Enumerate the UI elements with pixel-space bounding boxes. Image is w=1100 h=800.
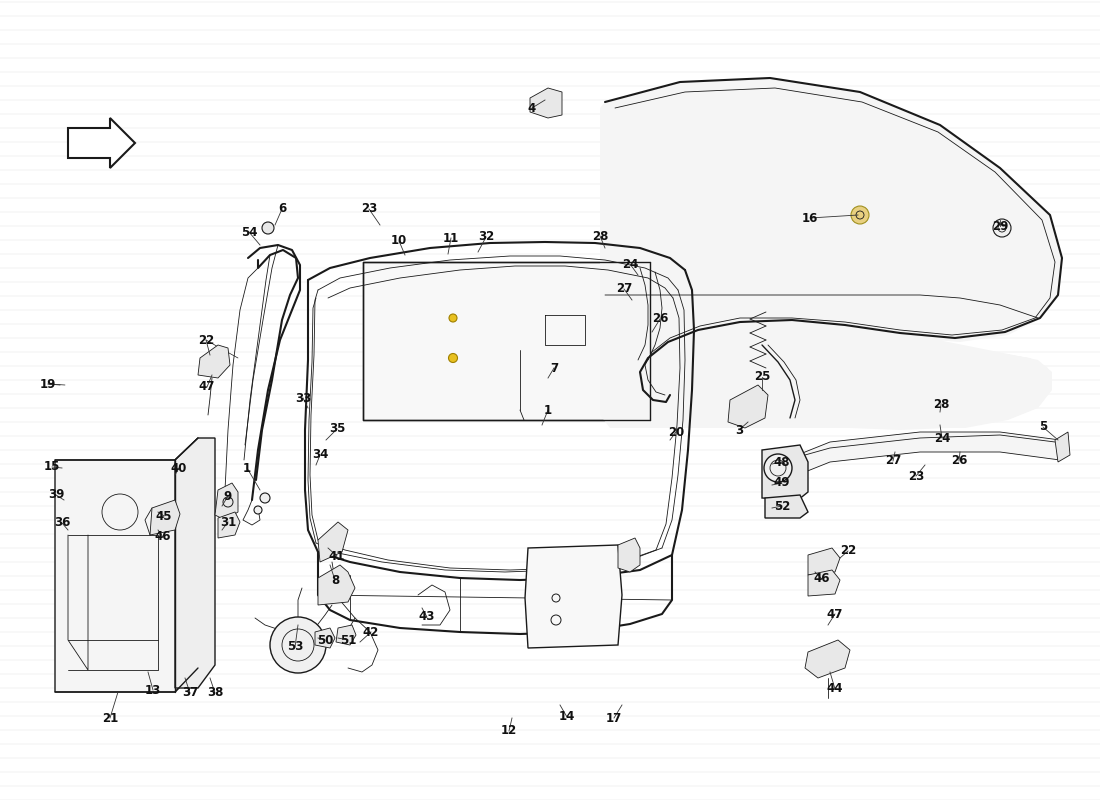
- Circle shape: [262, 222, 274, 234]
- Text: 45: 45: [156, 510, 173, 522]
- Text: 28: 28: [933, 398, 949, 410]
- Circle shape: [449, 314, 456, 322]
- Text: 1: 1: [543, 403, 552, 417]
- Text: 41: 41: [329, 550, 345, 562]
- Text: 26: 26: [652, 313, 668, 326]
- Text: 14: 14: [559, 710, 575, 723]
- Polygon shape: [1055, 432, 1070, 462]
- Polygon shape: [150, 500, 180, 535]
- Circle shape: [260, 493, 270, 503]
- Text: 38: 38: [207, 686, 223, 699]
- Circle shape: [449, 354, 458, 362]
- Polygon shape: [805, 640, 850, 678]
- Text: 26: 26: [950, 454, 967, 467]
- Text: 16: 16: [802, 211, 818, 225]
- Text: 13: 13: [145, 683, 161, 697]
- Text: 35: 35: [329, 422, 345, 435]
- Circle shape: [270, 617, 326, 673]
- Text: 21: 21: [102, 711, 118, 725]
- Text: 47: 47: [827, 607, 844, 621]
- Text: 27: 27: [884, 454, 901, 467]
- Polygon shape: [780, 432, 1060, 482]
- Text: 4: 4: [528, 102, 536, 114]
- Text: 49: 49: [773, 477, 790, 490]
- Text: 23: 23: [908, 470, 924, 482]
- Text: 19: 19: [40, 378, 56, 390]
- Polygon shape: [363, 262, 650, 420]
- Text: 24: 24: [621, 258, 638, 270]
- Text: 29: 29: [992, 219, 1009, 233]
- Polygon shape: [618, 538, 640, 572]
- Text: 36: 36: [54, 517, 70, 530]
- Text: 24: 24: [934, 431, 950, 445]
- Text: 32: 32: [477, 230, 494, 243]
- Polygon shape: [525, 545, 621, 648]
- Polygon shape: [218, 512, 240, 538]
- Text: 17: 17: [606, 711, 623, 725]
- Polygon shape: [762, 445, 808, 500]
- Text: 34: 34: [311, 449, 328, 462]
- Polygon shape: [764, 495, 808, 518]
- Text: 44: 44: [827, 682, 844, 695]
- Text: 10: 10: [390, 234, 407, 247]
- Circle shape: [993, 219, 1011, 237]
- Text: 9: 9: [224, 490, 232, 502]
- Polygon shape: [600, 78, 1062, 430]
- Text: 8: 8: [331, 574, 339, 586]
- Polygon shape: [315, 628, 336, 648]
- Circle shape: [254, 506, 262, 514]
- Text: 47: 47: [199, 381, 216, 394]
- Text: 28: 28: [592, 230, 608, 242]
- Text: 20: 20: [668, 426, 684, 438]
- Polygon shape: [68, 118, 135, 168]
- Text: 23: 23: [361, 202, 377, 215]
- Text: 1: 1: [243, 462, 251, 474]
- Polygon shape: [530, 88, 562, 118]
- Text: 37: 37: [182, 686, 198, 699]
- Text: 5: 5: [1038, 421, 1047, 434]
- Polygon shape: [808, 570, 840, 596]
- Text: 27: 27: [616, 282, 632, 295]
- Text: 53: 53: [287, 641, 304, 654]
- Polygon shape: [318, 565, 355, 605]
- Polygon shape: [175, 438, 214, 688]
- Text: 22: 22: [840, 545, 856, 558]
- Text: 3: 3: [735, 423, 744, 437]
- Text: 46: 46: [814, 573, 830, 586]
- Polygon shape: [336, 625, 356, 645]
- Text: 52: 52: [773, 499, 790, 513]
- Text: 48: 48: [773, 455, 790, 469]
- Circle shape: [851, 206, 869, 224]
- Text: 6: 6: [278, 202, 286, 215]
- Text: 15: 15: [44, 461, 60, 474]
- Text: 46: 46: [155, 530, 172, 543]
- Polygon shape: [728, 385, 768, 428]
- Text: 43: 43: [419, 610, 436, 623]
- Text: 51: 51: [340, 634, 356, 646]
- Polygon shape: [55, 438, 198, 692]
- Polygon shape: [808, 548, 840, 575]
- Text: 22: 22: [198, 334, 214, 346]
- Text: 25: 25: [754, 370, 770, 383]
- Text: 11: 11: [443, 231, 459, 245]
- Text: 7: 7: [550, 362, 558, 374]
- Text: 39: 39: [47, 489, 64, 502]
- Polygon shape: [214, 483, 238, 520]
- Text: 50: 50: [317, 634, 333, 646]
- Polygon shape: [198, 345, 230, 378]
- Text: 54: 54: [241, 226, 257, 238]
- Circle shape: [764, 454, 792, 482]
- Text: 40: 40: [170, 462, 187, 474]
- Polygon shape: [318, 522, 348, 562]
- Text: 33: 33: [295, 391, 311, 405]
- Text: 12: 12: [500, 725, 517, 738]
- Text: 42: 42: [363, 626, 379, 638]
- Text: 31: 31: [220, 515, 236, 529]
